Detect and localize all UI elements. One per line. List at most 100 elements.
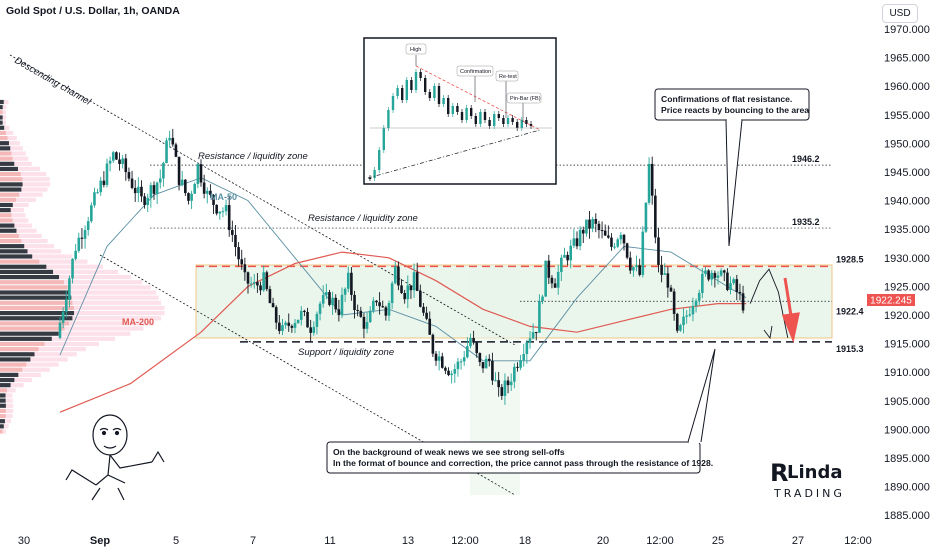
candle-body xyxy=(350,272,353,295)
volume-bar-ext xyxy=(12,156,29,161)
candle-body xyxy=(704,270,707,274)
candle-body xyxy=(124,158,128,173)
candle-body xyxy=(202,182,206,194)
candle-body xyxy=(215,204,218,214)
volume-bar xyxy=(0,357,31,362)
inset-candle-body xyxy=(437,86,441,104)
volume-bar-ext xyxy=(74,305,165,311)
volume-bar xyxy=(0,249,28,254)
volume-bar xyxy=(0,244,25,249)
x-tick-label: 30 xyxy=(18,535,30,547)
volume-bar xyxy=(0,254,33,259)
candle-body xyxy=(296,319,300,324)
volume-bar xyxy=(0,429,3,434)
volume-bar-ext xyxy=(74,310,165,316)
candle-body xyxy=(243,264,247,273)
volume-bar-ext xyxy=(64,326,144,331)
y-tick-label: 1970.000 xyxy=(884,24,930,36)
volume-bar xyxy=(0,223,15,228)
volume-bar-ext xyxy=(10,208,24,213)
candle-body xyxy=(237,247,240,260)
volume-bar xyxy=(0,403,6,408)
volume-bar xyxy=(0,300,73,305)
candle-body xyxy=(578,229,582,247)
candle-body xyxy=(312,326,316,333)
price-axis[interactable]: 1885.000 1890.000 1895.000 1900.000 1905.000… xyxy=(884,24,930,522)
volume-bar xyxy=(0,233,19,238)
note-top-line-2: Price reacts by bouncing to the area xyxy=(661,105,809,115)
ma-line-ma-200 xyxy=(59,251,747,413)
currency-button[interactable]: USD xyxy=(882,4,918,23)
candle-body xyxy=(691,306,695,315)
candle-body xyxy=(506,380,510,386)
candle-body xyxy=(628,257,632,271)
volume-bar xyxy=(0,280,65,285)
candle-body xyxy=(372,300,375,311)
candle-body xyxy=(343,288,347,295)
candle-body xyxy=(77,237,81,251)
candle-body xyxy=(64,299,68,312)
candle-body xyxy=(679,325,682,331)
volume-bar xyxy=(0,310,75,316)
time-axis[interactable]: 30 Sep 5 7 11 13 12:00 18 20 12:00 25 27 12:00 xyxy=(18,535,872,547)
level-label: 1928.5 xyxy=(836,254,864,264)
inset-candle-body xyxy=(419,72,422,78)
candle-body xyxy=(475,342,479,354)
candle-body xyxy=(231,229,234,235)
candle-body xyxy=(334,297,338,310)
candle-body xyxy=(234,234,237,248)
candle-body xyxy=(428,318,432,335)
candle-body xyxy=(713,272,717,278)
candle-body xyxy=(647,163,651,203)
volume-bar xyxy=(0,367,23,372)
volume-bar-ext xyxy=(22,367,50,372)
svg-text:Linda: Linda xyxy=(787,462,843,483)
candle-body xyxy=(406,285,410,300)
inset-chart: High Confirmation Re-test Pin-Bar (FB) xyxy=(363,37,557,185)
candle-body xyxy=(71,258,74,279)
candle-body xyxy=(168,137,171,141)
projection-arrowhead xyxy=(763,325,773,340)
x-tick-label: 13 xyxy=(402,535,414,547)
y-tick-label: 1900.000 xyxy=(884,424,930,436)
candle-body xyxy=(397,266,400,286)
candle-body xyxy=(494,380,497,382)
candle-body xyxy=(86,221,90,230)
y-tick-label: 1925.000 xyxy=(884,281,930,293)
inset-candle-body xyxy=(456,106,459,112)
inset-candle-body xyxy=(405,80,408,100)
volume-bar xyxy=(0,336,52,341)
volume-bar-ext xyxy=(53,269,118,275)
volume-bar-ext xyxy=(32,254,72,259)
candle-body xyxy=(722,270,726,273)
volume-bar xyxy=(0,362,27,367)
candle-body xyxy=(669,287,673,292)
volume-bar xyxy=(0,377,15,383)
volume-bar xyxy=(0,208,11,213)
inset-candle-body xyxy=(460,112,464,120)
volume-bar-ext xyxy=(14,161,32,166)
candle-body xyxy=(177,156,181,185)
candle-body xyxy=(306,311,309,328)
volume-bar xyxy=(0,285,68,290)
candle-body xyxy=(550,277,554,284)
candle-body xyxy=(650,163,654,196)
volume-bar xyxy=(0,192,20,197)
candle-body xyxy=(522,354,526,361)
x-tick-label: 5 xyxy=(173,535,179,547)
volume-bar xyxy=(0,125,5,130)
inset-label-high: High xyxy=(410,47,421,53)
inset-candle-body xyxy=(529,124,533,126)
volume-bar xyxy=(0,388,8,393)
volume-bar xyxy=(0,146,11,151)
level-label: 1922.4 xyxy=(836,306,864,316)
channel-upper-line xyxy=(9,54,516,346)
candle-body xyxy=(738,291,742,294)
candle-body xyxy=(381,306,385,308)
volume-bar-ext xyxy=(3,424,9,429)
candle-body xyxy=(525,342,529,355)
volume-bar xyxy=(0,187,22,192)
candle-body xyxy=(174,144,178,157)
inset-candle-body xyxy=(502,118,505,124)
